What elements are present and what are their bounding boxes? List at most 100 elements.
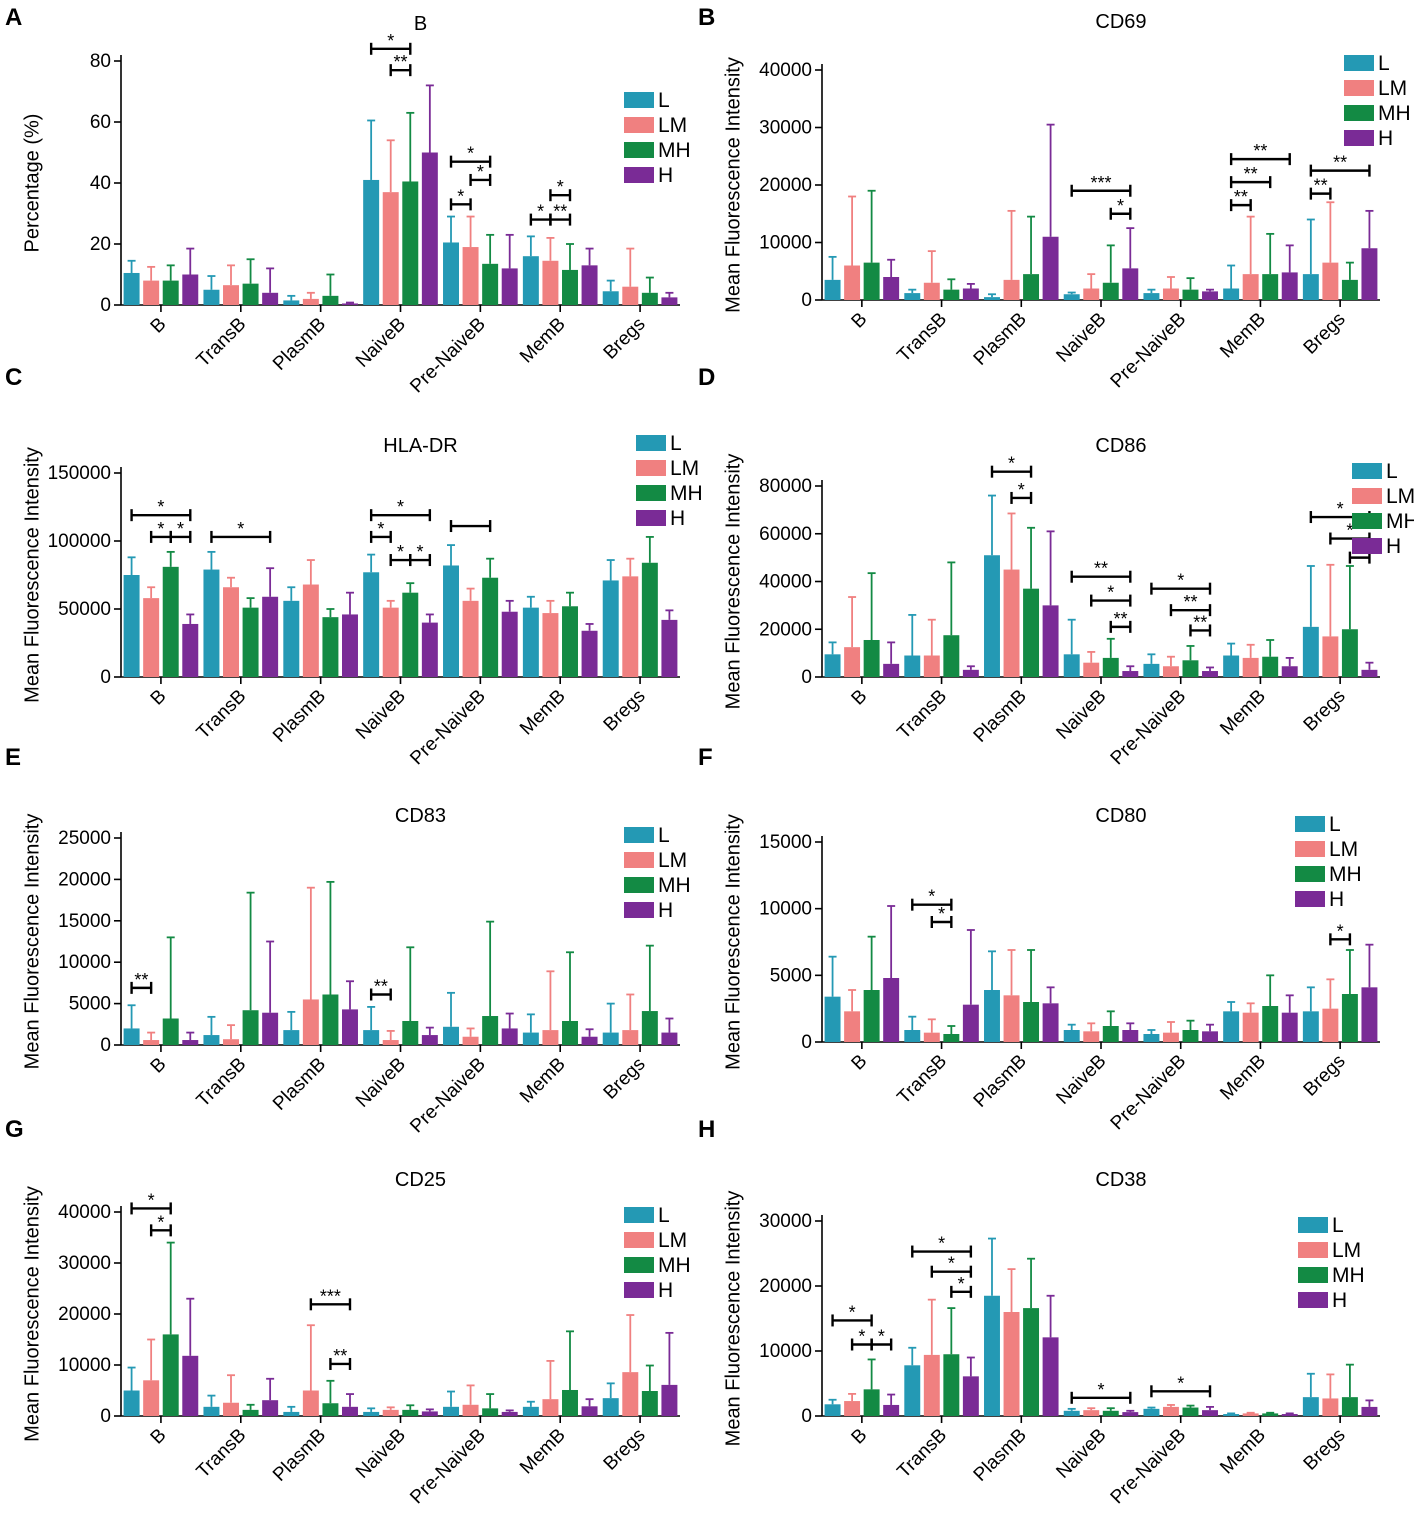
x-tick-label: B <box>848 686 872 710</box>
legend-swatch <box>636 485 666 501</box>
bar <box>962 669 979 677</box>
y-tick-label: 20000 <box>759 619 812 640</box>
bar <box>542 1030 559 1045</box>
bar <box>143 280 160 305</box>
bar <box>1042 1337 1059 1416</box>
bar <box>462 600 479 677</box>
chart-title: CD83 <box>395 805 446 827</box>
bar <box>1143 1408 1160 1416</box>
y-tick-label: 40000 <box>759 572 812 593</box>
legend-swatch <box>1298 1217 1328 1233</box>
bar <box>402 592 419 677</box>
legend-label: H <box>1329 888 1344 911</box>
significance-label: ** <box>1183 592 1197 612</box>
significance-label: ** <box>1253 141 1267 161</box>
x-tick-label: TransB <box>893 309 951 367</box>
significance-label: * <box>537 202 544 222</box>
significance-label: * <box>938 904 945 924</box>
legend-swatch <box>1352 513 1382 529</box>
bar <box>123 575 140 677</box>
bar <box>824 996 841 1042</box>
legend-swatch <box>1298 1242 1328 1258</box>
bar <box>844 1011 861 1042</box>
bar <box>883 1404 900 1416</box>
x-tick-label: NaiveB <box>1052 1425 1110 1483</box>
bar <box>1341 629 1358 677</box>
y-tick-label: 30000 <box>58 1253 111 1274</box>
bar <box>641 1011 658 1045</box>
y-tick-label: 20000 <box>759 1276 812 1297</box>
bar <box>363 572 380 677</box>
bar <box>863 990 880 1042</box>
x-tick-label: PlasmB <box>269 686 330 747</box>
bar <box>203 289 220 305</box>
y-tick-label: 80 <box>90 51 111 72</box>
bar <box>844 1401 861 1416</box>
chart-title: B <box>414 13 427 35</box>
significance-label: * <box>467 144 474 164</box>
bar <box>824 1404 841 1416</box>
x-tick-label: MemB <box>516 1425 570 1479</box>
bar <box>1242 274 1259 300</box>
x-tick-label: NaiveB <box>352 686 410 744</box>
bar <box>1322 1398 1339 1416</box>
bar <box>443 565 459 677</box>
bar <box>302 999 319 1045</box>
significance-label: ** <box>1114 609 1128 629</box>
legend-swatch <box>1344 55 1374 71</box>
bar <box>1063 1410 1080 1416</box>
significance-label: * <box>1337 921 1344 941</box>
y-tick-label: 0 <box>100 295 111 316</box>
bar <box>1023 274 1040 300</box>
y-axis-label: Mean Fluorescence Intensity <box>722 57 744 313</box>
legend-label: MH <box>1386 510 1414 533</box>
significance-label: * <box>457 186 464 206</box>
bar <box>641 1391 658 1416</box>
bar <box>984 297 1000 300</box>
bar <box>1102 657 1119 677</box>
bar <box>182 274 199 305</box>
y-tick-label: 10000 <box>58 952 111 973</box>
x-tick-label: Pre-NaiveB <box>1107 1425 1191 1509</box>
bar <box>1302 1397 1319 1416</box>
bar <box>962 288 979 300</box>
x-tick-label: Pre-NaiveB <box>406 1425 490 1509</box>
bar <box>1162 288 1179 300</box>
bar <box>622 286 639 305</box>
bar <box>883 277 900 300</box>
significance-label: * <box>928 887 935 907</box>
significance-label: * <box>377 519 384 539</box>
y-tick-label: 60 <box>90 112 111 133</box>
legend-label: H <box>658 164 673 187</box>
bar <box>363 1411 380 1416</box>
x-tick-label: TransB <box>193 1425 251 1483</box>
bar <box>923 655 940 677</box>
legend-swatch <box>624 1282 654 1298</box>
bar <box>1262 1413 1279 1416</box>
bar <box>1063 654 1080 677</box>
legend-label: L <box>658 1204 670 1227</box>
significance-label: * <box>858 1327 865 1347</box>
panel-letter: G <box>5 1116 24 1143</box>
bar <box>283 300 300 305</box>
legend-swatch <box>1295 816 1325 832</box>
legend-label: MH <box>1329 863 1362 886</box>
bar <box>402 1409 419 1416</box>
legend-label: H <box>1378 127 1393 150</box>
bar <box>1341 994 1358 1042</box>
y-tick-label: 50000 <box>58 599 111 620</box>
x-tick-label: Pre-NaiveB <box>406 1054 490 1138</box>
bar <box>421 1035 438 1045</box>
bar <box>824 279 841 300</box>
bar <box>123 272 140 305</box>
significance-label: ** <box>553 202 567 222</box>
legend-swatch <box>1344 80 1374 96</box>
x-tick-label: Bregs <box>600 1054 650 1104</box>
panel-letter: D <box>698 364 715 391</box>
bar <box>1341 1397 1358 1416</box>
x-tick-label: PlasmB <box>970 1425 1031 1486</box>
bar <box>581 265 598 305</box>
x-tick-label: MemB <box>1216 1425 1270 1479</box>
y-tick-label: 100000 <box>48 531 111 552</box>
chart-panel-e: E CD83 Mean Fluorescence Intensity 0 5000 100… <box>5 744 691 1137</box>
